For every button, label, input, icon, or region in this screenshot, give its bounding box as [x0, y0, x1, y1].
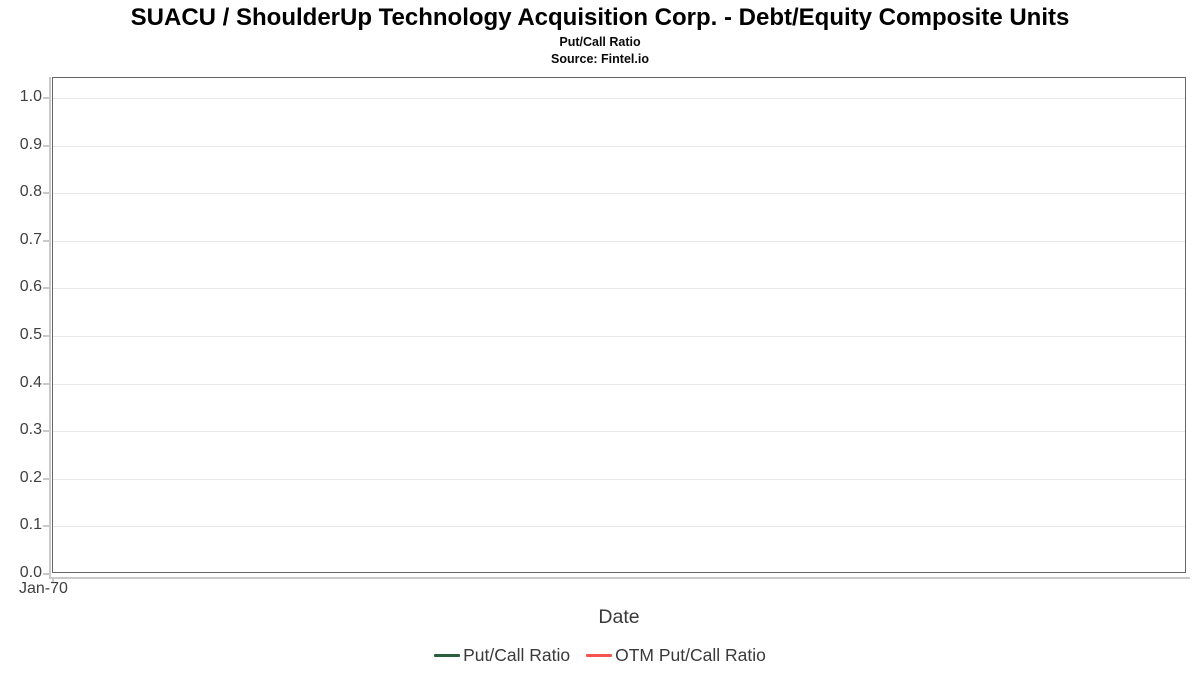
y-tick-label: 0.9 — [19, 136, 42, 153]
legend-line-swatch — [586, 654, 613, 657]
legend-label: OTM Put/Call Ratio — [615, 645, 766, 665]
chart-source-label: Source: Fintel.io — [551, 52, 649, 66]
y-tick-label: 0.6 — [19, 278, 42, 295]
gridline — [53, 384, 1185, 385]
x-tick-label: Jan-70 — [19, 580, 68, 597]
y-tick-mark — [43, 192, 49, 194]
y-tick-label: 0.0 — [19, 564, 42, 581]
y-tick-mark — [43, 430, 49, 432]
y-tick-label: 0.4 — [19, 374, 42, 391]
gridline — [53, 241, 1185, 242]
gridline — [53, 288, 1185, 289]
y-tick-mark — [43, 145, 49, 147]
y-tick-mark — [43, 383, 49, 385]
gridline — [53, 146, 1185, 147]
legend: Put/Call Ratio OTM Put/Call Ratio — [0, 645, 1200, 666]
x-axis-title: Date — [598, 606, 640, 628]
legend-label: Put/Call Ratio — [463, 645, 571, 665]
x-axis-line — [49, 577, 1190, 579]
y-tick-label: 0.5 — [19, 326, 42, 343]
gridline — [53, 479, 1185, 480]
y-axis-line — [49, 77, 51, 578]
y-tick-mark — [43, 573, 49, 575]
y-tick-label: 0.3 — [19, 421, 42, 438]
y-tick-label: 0.2 — [19, 469, 42, 486]
legend-line-swatch — [434, 654, 461, 657]
gridline — [53, 336, 1185, 337]
y-tick-label: 0.7 — [19, 231, 42, 248]
y-tick-mark — [43, 97, 49, 99]
y-tick-mark — [43, 335, 49, 337]
y-tick-label: 1.0 — [19, 88, 42, 105]
gridline — [53, 98, 1185, 99]
y-tick-mark — [43, 287, 49, 289]
x-tick-mark — [52, 577, 54, 583]
chart-subtitle: Put/Call Ratio — [559, 35, 641, 49]
chart-title: SUACU / ShoulderUp Technology Acquisitio… — [130, 4, 1070, 31]
y-tick-mark — [43, 525, 49, 527]
legend-item: OTM Put/Call Ratio — [586, 645, 766, 666]
gridline — [53, 431, 1185, 432]
plot-area — [52, 77, 1186, 573]
y-tick-mark — [43, 478, 49, 480]
y-tick-label: 0.8 — [19, 183, 42, 200]
legend-item: Put/Call Ratio — [434, 645, 570, 666]
y-tick-label: 0.1 — [19, 516, 42, 533]
gridline — [53, 526, 1185, 527]
gridline — [53, 193, 1185, 194]
y-tick-mark — [43, 240, 49, 242]
